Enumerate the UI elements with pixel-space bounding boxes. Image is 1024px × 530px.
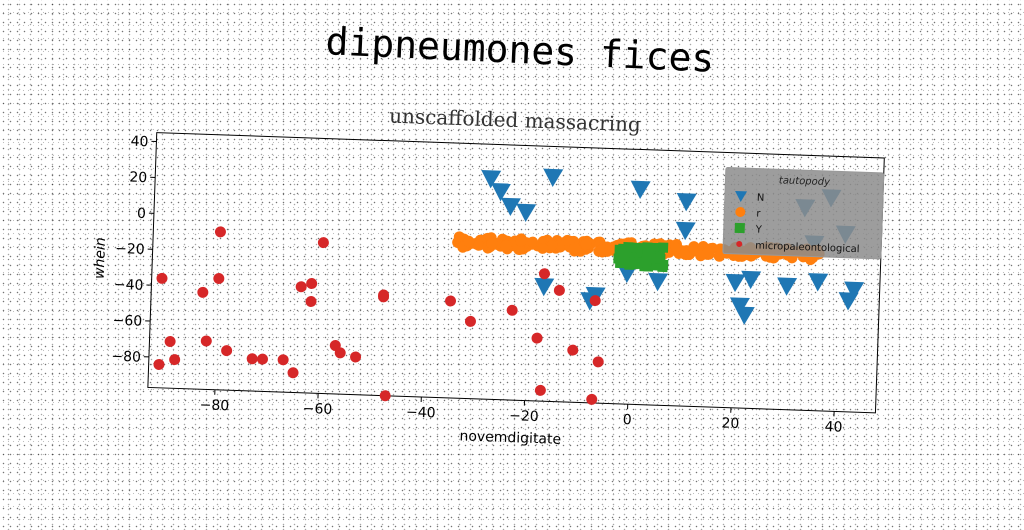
data-point-n xyxy=(676,193,697,212)
data-point-micropaleontological xyxy=(287,367,298,378)
data-point-micropaleontological xyxy=(197,287,208,298)
x-tick-label: 0 xyxy=(622,412,631,428)
data-point-n xyxy=(808,273,829,292)
data-point-micropaleontological xyxy=(554,285,565,296)
y-tick-label: 20 xyxy=(129,170,147,187)
data-point-micropaleontological xyxy=(201,335,212,346)
data-point-y xyxy=(633,258,643,268)
legend-marker-y xyxy=(735,223,745,233)
data-point-n xyxy=(516,204,537,223)
x-tick-label: −80 xyxy=(199,397,229,414)
y-tick-label: 0 xyxy=(137,206,146,222)
data-point-micropaleontological xyxy=(593,356,604,367)
data-point-micropaleontological xyxy=(305,296,316,307)
x-tick-label: 20 xyxy=(721,415,739,432)
data-point-n xyxy=(534,278,555,297)
y-tick-label: 40 xyxy=(130,134,148,151)
data-point-micropaleontological xyxy=(506,305,517,316)
data-point-n xyxy=(500,198,521,217)
data-point-n xyxy=(648,273,669,292)
x-tick-label: −20 xyxy=(509,408,539,425)
data-point-micropaleontological xyxy=(318,237,329,248)
figure: dipneumones fices unscaffolded massacrin… xyxy=(0,0,1024,512)
data-point-n xyxy=(543,169,564,188)
data-point-micropaleontological xyxy=(153,359,164,370)
data-point-micropaleontological xyxy=(169,354,180,365)
data-point-micropaleontological xyxy=(531,332,542,343)
data-point-micropaleontological xyxy=(296,281,307,292)
legend-entry: Y xyxy=(755,225,763,236)
data-point-micropaleontological xyxy=(465,316,476,327)
data-point-micropaleontological xyxy=(257,353,268,364)
data-point-micropaleontological xyxy=(277,354,288,365)
data-point-micropaleontological xyxy=(213,273,224,284)
data-point-micropaleontological xyxy=(445,295,456,306)
data-point-micropaleontological xyxy=(246,353,257,364)
data-point-n xyxy=(725,274,746,293)
data-point-micropaleontological xyxy=(164,336,175,347)
y-tick-label: −20 xyxy=(115,241,145,258)
data-point-micropaleontological xyxy=(156,273,167,284)
data-point-n xyxy=(675,222,696,241)
x-tick-label: 40 xyxy=(824,419,842,436)
y-tick-label: −40 xyxy=(114,277,144,294)
data-point-n xyxy=(630,181,651,200)
data-point-n xyxy=(777,277,798,296)
x-tick-label: −60 xyxy=(303,401,333,418)
data-point-micropaleontological xyxy=(221,345,232,356)
data-point-micropaleontological xyxy=(539,268,550,279)
y-tick-label: −80 xyxy=(111,349,141,366)
data-point-micropaleontological xyxy=(567,344,578,355)
data-point-micropaleontological xyxy=(215,226,226,237)
data-point-micropaleontological xyxy=(535,385,546,396)
data-point-micropaleontological xyxy=(350,351,361,362)
legend-entry: N xyxy=(757,193,765,204)
data-point-y xyxy=(617,245,627,255)
data-point-micropaleontological xyxy=(306,278,317,289)
plot-area: −80 −60 −40 −20 0 20 40 −80 −60 −40 −20 0 20 40 novemd… xyxy=(86,130,884,458)
data-point-n xyxy=(734,306,755,325)
x-axis-label: novemdigitate xyxy=(459,428,561,448)
data-point-micropaleontological xyxy=(380,390,391,401)
y-axis-label: whein xyxy=(92,237,109,279)
data-point-n xyxy=(741,271,762,290)
y-tick-label: −60 xyxy=(112,313,142,330)
legend-title: tautopody xyxy=(779,175,832,188)
data-point-y xyxy=(619,255,629,265)
data-point-y xyxy=(650,253,660,263)
x-tick-label: −40 xyxy=(406,404,436,421)
